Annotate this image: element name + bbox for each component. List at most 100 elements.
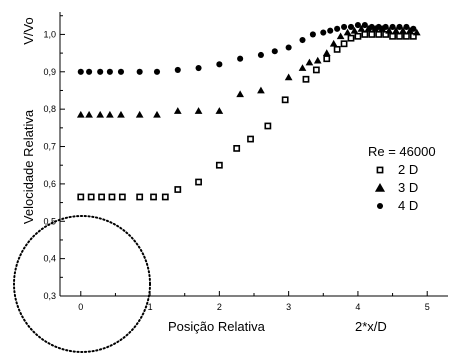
data-point xyxy=(368,23,375,30)
data-point xyxy=(271,48,278,55)
data-point xyxy=(97,68,104,75)
data-point xyxy=(117,110,125,118)
data-point xyxy=(399,26,407,34)
data-point xyxy=(396,23,403,30)
legend-marker xyxy=(376,202,384,210)
data-point xyxy=(281,96,289,104)
data-point xyxy=(136,193,144,201)
data-point xyxy=(389,32,396,40)
data-point xyxy=(329,39,338,47)
y-tick-label: 0,8 xyxy=(43,104,56,114)
data-point xyxy=(312,66,320,74)
y-axis-label: Velocidade Relativa xyxy=(21,109,36,224)
data-point xyxy=(237,55,244,62)
data-point xyxy=(195,178,202,186)
data-point xyxy=(247,135,254,143)
data-point xyxy=(341,23,348,30)
data-point xyxy=(153,68,161,75)
data-point xyxy=(406,26,414,34)
y-tick-label: 1,0 xyxy=(43,29,56,39)
data-point xyxy=(135,110,144,118)
data-point xyxy=(403,23,410,30)
data-point xyxy=(382,23,389,30)
x-tick-label: 3 xyxy=(286,302,291,312)
data-point xyxy=(106,110,114,118)
y-tick-label: 0,3 xyxy=(43,291,56,301)
data-point xyxy=(368,31,376,38)
data-point xyxy=(98,193,105,201)
data-point xyxy=(361,22,368,29)
data-point xyxy=(340,40,348,48)
data-point xyxy=(215,161,223,169)
data-point xyxy=(412,28,421,36)
data-point xyxy=(354,22,361,29)
data-point xyxy=(378,24,387,32)
data-point xyxy=(396,32,403,40)
y-tick-label: 0,9 xyxy=(43,67,56,77)
data-point xyxy=(236,90,244,98)
data-point xyxy=(322,49,331,56)
data-point xyxy=(153,110,161,118)
data-point xyxy=(382,31,390,38)
data-point xyxy=(118,193,126,201)
axes xyxy=(59,12,448,297)
data-point xyxy=(385,26,393,34)
data-point xyxy=(371,24,380,32)
data-point xyxy=(320,29,327,36)
data-point xyxy=(215,107,224,114)
data-point xyxy=(333,45,341,53)
data-marks xyxy=(76,22,421,201)
data-point xyxy=(161,193,169,201)
legend-label: 2 D xyxy=(398,162,418,177)
x-tick-label: 5 xyxy=(425,302,430,312)
legend-label: 3 D xyxy=(398,180,418,195)
y-tick-label: 0,7 xyxy=(43,142,56,152)
data-point xyxy=(305,58,314,66)
data-point xyxy=(86,68,93,75)
dotted-circle-annotation xyxy=(13,215,151,353)
data-point xyxy=(96,110,105,118)
data-point xyxy=(284,73,293,81)
legend-label: 4 D xyxy=(398,198,418,213)
series-4d xyxy=(77,22,417,75)
data-point xyxy=(409,32,417,40)
data-point xyxy=(87,193,95,201)
data-point xyxy=(336,32,345,40)
data-point xyxy=(347,34,355,42)
x-tick-label: 4 xyxy=(355,302,360,312)
data-point xyxy=(195,65,202,72)
legend-marker xyxy=(374,182,386,192)
data-point xyxy=(375,31,383,38)
data-point xyxy=(299,36,306,44)
data-point xyxy=(174,66,181,73)
data-point xyxy=(313,56,322,64)
data-point xyxy=(76,110,85,118)
data-point xyxy=(257,86,265,94)
data-point xyxy=(257,51,264,59)
data-point xyxy=(108,193,116,201)
data-point xyxy=(334,25,341,32)
data-point xyxy=(117,68,125,75)
data-point xyxy=(77,193,85,201)
x-tick-label: 2 xyxy=(217,302,222,312)
legend-marker xyxy=(376,166,384,174)
data-point xyxy=(350,26,359,34)
legend-title: Re = 46000 xyxy=(368,144,436,159)
data-point xyxy=(361,31,369,38)
data-point xyxy=(85,110,93,118)
data-point xyxy=(216,61,223,68)
data-point xyxy=(173,107,182,114)
data-point xyxy=(77,68,84,75)
y-tick-label: 0,6 xyxy=(43,179,56,189)
data-point xyxy=(354,32,362,40)
data-point xyxy=(323,55,331,63)
data-point xyxy=(150,193,157,201)
x-tick-label: 1 xyxy=(148,302,153,312)
series-2d xyxy=(77,31,417,201)
data-point xyxy=(403,32,410,40)
data-point xyxy=(392,26,400,34)
y-tick-label: 0,4 xyxy=(43,254,56,264)
data-point xyxy=(136,68,143,75)
data-point xyxy=(106,68,113,75)
